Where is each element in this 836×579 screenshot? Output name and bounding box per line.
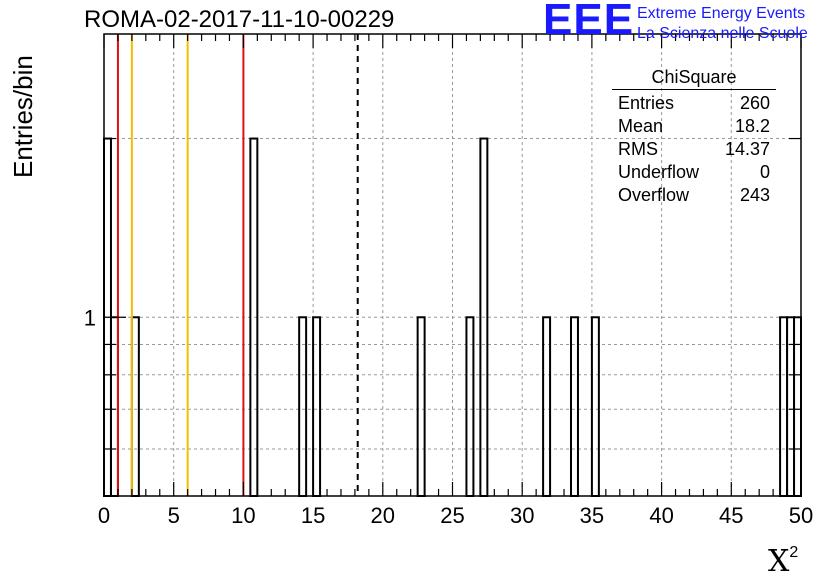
brand-line-1: Extreme Energy Events xyxy=(637,5,806,22)
stats-row-value: 14.37 xyxy=(724,139,770,159)
stats-row: Entries 260 xyxy=(612,92,776,115)
chart-title: ROMA-02-2017-11-10-00229 xyxy=(84,6,395,33)
x-tick-label: 40 xyxy=(649,503,673,528)
x-axis-label: X2 xyxy=(768,538,798,577)
stats-row-value: 260 xyxy=(739,93,770,113)
stats-box: ChiSquare Entries 260 Mean 18.2 RMS 14.37 Unde… xyxy=(612,66,776,207)
brand-line-2: La Scienza nelle Scuole xyxy=(637,25,808,42)
eee-logo: EEE xyxy=(543,0,635,44)
stats-row-label: Underflow xyxy=(618,162,700,182)
x-tick-label: 25 xyxy=(440,503,464,528)
x-tick-label: 10 xyxy=(231,503,255,528)
stats-box-title: ChiSquare xyxy=(612,66,776,90)
x-tick-label: 0 xyxy=(98,503,110,528)
brand-logo-block: EEE Extreme Energy Events La Scienza nel… xyxy=(543,0,833,44)
x-tick-label: 45 xyxy=(719,503,743,528)
stats-row-value: 18.2 xyxy=(734,116,770,136)
x-tick-label: 35 xyxy=(580,503,604,528)
stats-row-value: 243 xyxy=(739,185,770,205)
x-tick-label: 5 xyxy=(168,503,180,528)
x-tick-label: 50 xyxy=(789,503,813,528)
x-tick-label: 20 xyxy=(371,503,395,528)
stats-row: Underflow 0 xyxy=(612,161,776,184)
stats-row-label: Overflow xyxy=(618,185,690,205)
y-axis-label: Entries/bin xyxy=(8,55,38,178)
stats-row-label: RMS xyxy=(618,139,658,159)
stats-row: Overflow 243 xyxy=(612,184,776,207)
x-tick-label: 30 xyxy=(510,503,534,528)
x-tick-label: 15 xyxy=(301,503,325,528)
x-axis-label-base: X xyxy=(768,544,790,579)
x-axis-label-superscript: 2 xyxy=(789,544,799,561)
stats-row-value: 0 xyxy=(759,162,770,182)
stats-row: RMS 14.37 xyxy=(612,138,776,161)
y-tick-label: 1 xyxy=(84,305,96,330)
stats-row-label: Mean xyxy=(618,116,664,136)
stats-box-rows: Entries 260 Mean 18.2 RMS 14.37 Underflow 0 Over… xyxy=(612,92,776,207)
stats-row: Mean 18.2 xyxy=(612,115,776,138)
stats-row-label: Entries xyxy=(618,93,675,113)
